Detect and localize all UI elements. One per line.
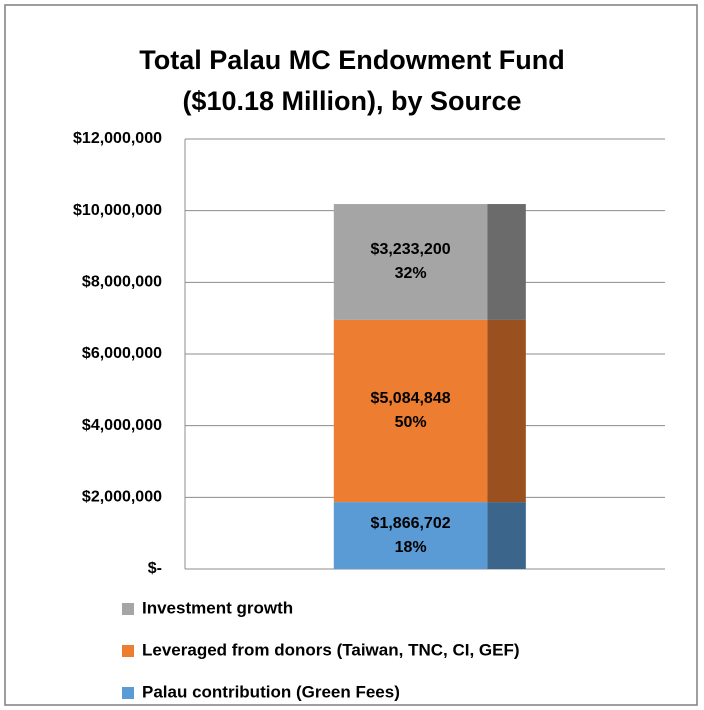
y-tick-label: $4,000,000 xyxy=(82,417,162,434)
bar-side-shade xyxy=(487,204,526,320)
bar-segment xyxy=(333,319,488,503)
legend-label: Palau contribution (Green Fees) xyxy=(142,682,400,701)
legend-label: Leveraged from donors (Taiwan, TNC, CI, … xyxy=(142,640,520,659)
chart-title: ($10.18 Million), by Source xyxy=(182,86,521,116)
y-tick-label: $10,000,000 xyxy=(73,202,162,219)
y-tick-label: $6,000,000 xyxy=(82,345,162,362)
bar-segment xyxy=(333,204,488,320)
y-tick-label: $8,000,000 xyxy=(82,274,162,291)
chart-title: Total Palau MC Endowment Fund xyxy=(139,45,565,75)
legend-label: Investment growth xyxy=(142,598,293,617)
data-label: $5,084,848 xyxy=(371,390,451,407)
bar-side xyxy=(487,204,526,320)
bar-side-shade xyxy=(487,319,526,503)
bar-side-shade xyxy=(487,502,526,569)
y-tick-label: $- xyxy=(148,560,162,577)
y-tick-label: $12,000,000 xyxy=(73,130,162,147)
percent-label: 50% xyxy=(395,414,427,431)
bar-segment xyxy=(333,502,488,569)
percent-label: 18% xyxy=(395,539,427,556)
percent-label: 32% xyxy=(395,265,427,282)
bar-side xyxy=(487,502,526,569)
bar-side xyxy=(487,319,526,503)
data-label: $1,866,702 xyxy=(371,515,451,532)
legend-swatch xyxy=(122,687,134,699)
y-tick-label: $2,000,000 xyxy=(82,489,162,506)
legend-swatch xyxy=(122,603,134,615)
data-label: $3,233,200 xyxy=(371,241,451,258)
legend-swatch xyxy=(122,645,134,657)
